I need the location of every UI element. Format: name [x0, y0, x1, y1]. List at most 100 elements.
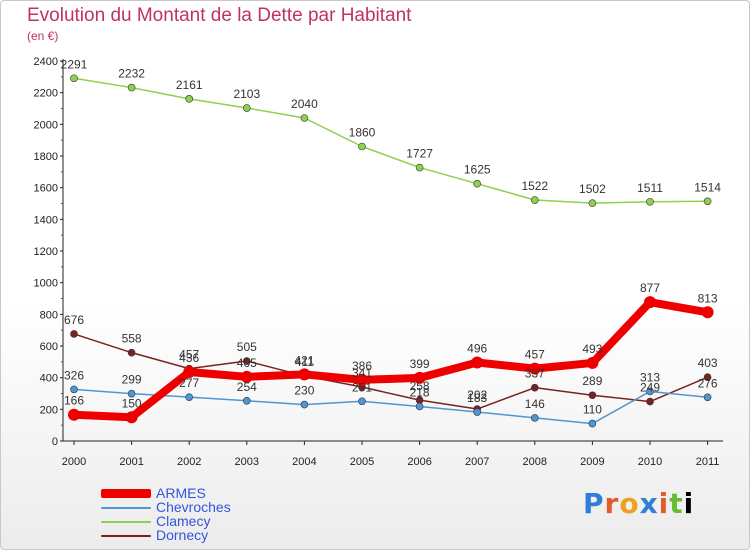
data-label: 150	[122, 396, 142, 410]
y-tick-label: 2400	[34, 56, 58, 68]
data-point-clamecy	[646, 197, 654, 206]
data-point-dornecy	[70, 330, 78, 338]
y-tick-label: 200	[40, 404, 58, 416]
data-label: 313	[640, 370, 660, 384]
series-line-armes	[70, 298, 712, 422]
data-label: 1727	[406, 147, 433, 161]
data-point-chevroches	[243, 396, 251, 405]
data-point-chevroches	[185, 393, 193, 401]
y-tick-label: 600	[40, 341, 58, 353]
data-point-clamecy	[185, 95, 193, 103]
data-label: 1522	[521, 179, 548, 193]
data-label: 813	[698, 291, 718, 305]
data-label: 289	[582, 374, 602, 388]
legend-swatch-dornecy	[101, 535, 151, 537]
data-point-dornecy	[127, 348, 136, 357]
data-point-clamecy	[415, 163, 424, 172]
data-point-armes	[68, 408, 80, 421]
series-line-dornecy	[73, 333, 709, 410]
data-point-chevroches	[127, 389, 136, 398]
data-point-armes	[586, 356, 599, 369]
data-point-clamecy	[243, 104, 251, 112]
data-point-chevroches	[530, 414, 539, 422]
y-tick-label: 1600	[34, 183, 58, 195]
data-label: 457	[179, 348, 199, 362]
data-point-clamecy	[358, 142, 366, 151]
data-label: 337	[525, 367, 545, 381]
data-label: 2040	[291, 97, 318, 111]
data-label: 341	[352, 366, 372, 380]
data-label: 676	[64, 313, 84, 327]
data-point-clamecy	[127, 83, 136, 92]
data-point-chevroches	[703, 393, 712, 402]
data-point-dornecy	[646, 397, 654, 406]
data-point-chevroches	[415, 402, 424, 411]
data-label: 2103	[233, 87, 260, 101]
data-point-armes	[125, 411, 138, 424]
x-tick-label: 2007	[465, 456, 489, 468]
x-tick-label: 2003	[235, 456, 259, 468]
data-point-chevroches	[300, 400, 309, 409]
x-tick-label: 2001	[119, 456, 143, 468]
data-label: 277	[179, 376, 199, 390]
x-tick-label: 2010	[638, 456, 662, 468]
data-point-clamecy	[70, 74, 78, 83]
data-label: 436	[179, 351, 199, 365]
data-point-armes	[701, 306, 714, 319]
chart-subtitle: (en €)	[27, 29, 59, 43]
data-label: 166	[64, 394, 84, 408]
data-label: 399	[410, 357, 430, 371]
x-tick-label: 2002	[177, 456, 201, 468]
data-label: 1511	[637, 181, 663, 195]
legend-swatch-chevroches	[101, 507, 151, 509]
data-label: 386	[352, 359, 372, 373]
data-label: 230	[294, 384, 314, 398]
y-tick-label: 1000	[34, 278, 58, 290]
proxiti-logo: Proxiti	[583, 487, 695, 520]
data-point-armes	[471, 356, 484, 369]
x-tick-label: 2004	[292, 456, 316, 468]
x-tick-label: 2008	[523, 456, 547, 468]
x-tick-label: 2009	[580, 456, 604, 468]
y-tick-label: 800	[40, 309, 58, 321]
data-label: 254	[237, 380, 257, 394]
data-point-chevroches	[358, 397, 366, 406]
y-tick-label: 0	[52, 436, 58, 448]
data-point-dornecy	[243, 357, 251, 365]
data-point-clamecy	[530, 196, 539, 204]
data-point-armes	[183, 365, 196, 378]
data-label: 2232	[118, 67, 145, 81]
legend-label: ARMES	[156, 485, 206, 501]
data-point-chevroches	[588, 419, 597, 428]
x-tick-label: 2000	[62, 456, 86, 468]
data-label: 249	[640, 381, 660, 395]
data-point-armes	[298, 368, 311, 381]
data-point-clamecy	[703, 197, 712, 206]
data-label: 251	[352, 380, 372, 394]
data-label: 493	[582, 342, 602, 356]
data-label: 877	[640, 281, 660, 295]
y-tick-label: 2200	[34, 88, 58, 100]
data-label: 2161	[176, 78, 203, 92]
y-tick-label: 2000	[34, 119, 58, 131]
legend-swatch-clamecy	[101, 521, 151, 523]
data-point-chevroches	[473, 408, 482, 416]
data-label: 326	[64, 368, 84, 382]
data-label: 558	[122, 332, 142, 346]
data-point-armes	[644, 296, 656, 309]
data-label: 2291	[61, 57, 88, 71]
legend-label: Clamecy	[156, 513, 211, 529]
data-label: 183	[467, 391, 487, 405]
y-tick-label: 1400	[34, 214, 58, 226]
data-point-dornecy	[703, 373, 712, 381]
data-label: 110	[583, 403, 602, 417]
data-label: 1514	[694, 180, 721, 194]
data-label: 403	[698, 356, 718, 370]
data-point-clamecy	[473, 179, 482, 188]
data-point-chevroches	[70, 385, 78, 394]
y-tick-label: 400	[40, 373, 58, 385]
data-label: 258	[410, 379, 430, 393]
data-label: 299	[122, 373, 142, 387]
